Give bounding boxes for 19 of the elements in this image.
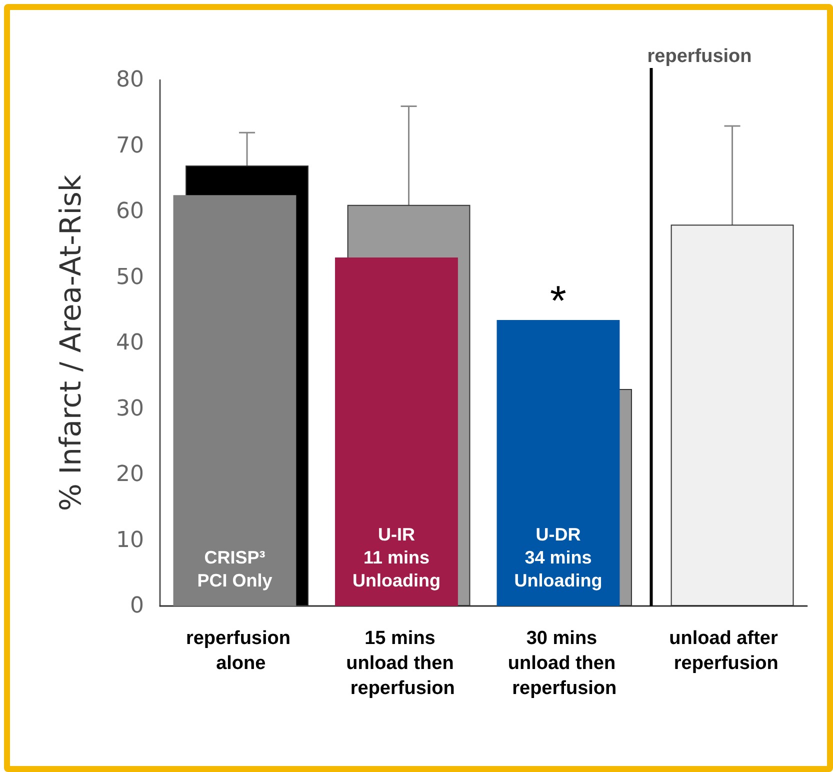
annotation: * bbox=[550, 276, 566, 324]
y-tick-label: 20 bbox=[116, 462, 144, 487]
x-tick-label: 30 mins unload then reperfusion bbox=[508, 628, 621, 699]
y-tick-label: 10 bbox=[116, 528, 144, 553]
y-tick-label: 80 bbox=[116, 68, 144, 92]
x-tick-label: reperfusion alone bbox=[186, 628, 296, 674]
y-tick-label: 0 bbox=[130, 594, 144, 618]
y-tick-label: 60 bbox=[116, 199, 144, 224]
annotation: U-DR 34 mins Unloading bbox=[514, 524, 602, 590]
y-tick-label: 40 bbox=[116, 330, 144, 356]
x-tick-label: 15 mins unload then reperfusion bbox=[346, 628, 460, 699]
ref-line-label: reperfusion bbox=[647, 46, 752, 67]
y-tick-label: 30 bbox=[116, 396, 144, 422]
annotation: CRISP³ PCI Only bbox=[197, 548, 272, 590]
annotation: U-IR 11 mins Unloading bbox=[352, 524, 440, 590]
y-tick-label: 70 bbox=[116, 133, 144, 158]
y-axis-title: % Infarct / Area-At-Risk bbox=[54, 174, 88, 512]
y-tick-label: 50 bbox=[116, 264, 144, 290]
x-tick-label: unload after reperfusion bbox=[669, 628, 784, 674]
